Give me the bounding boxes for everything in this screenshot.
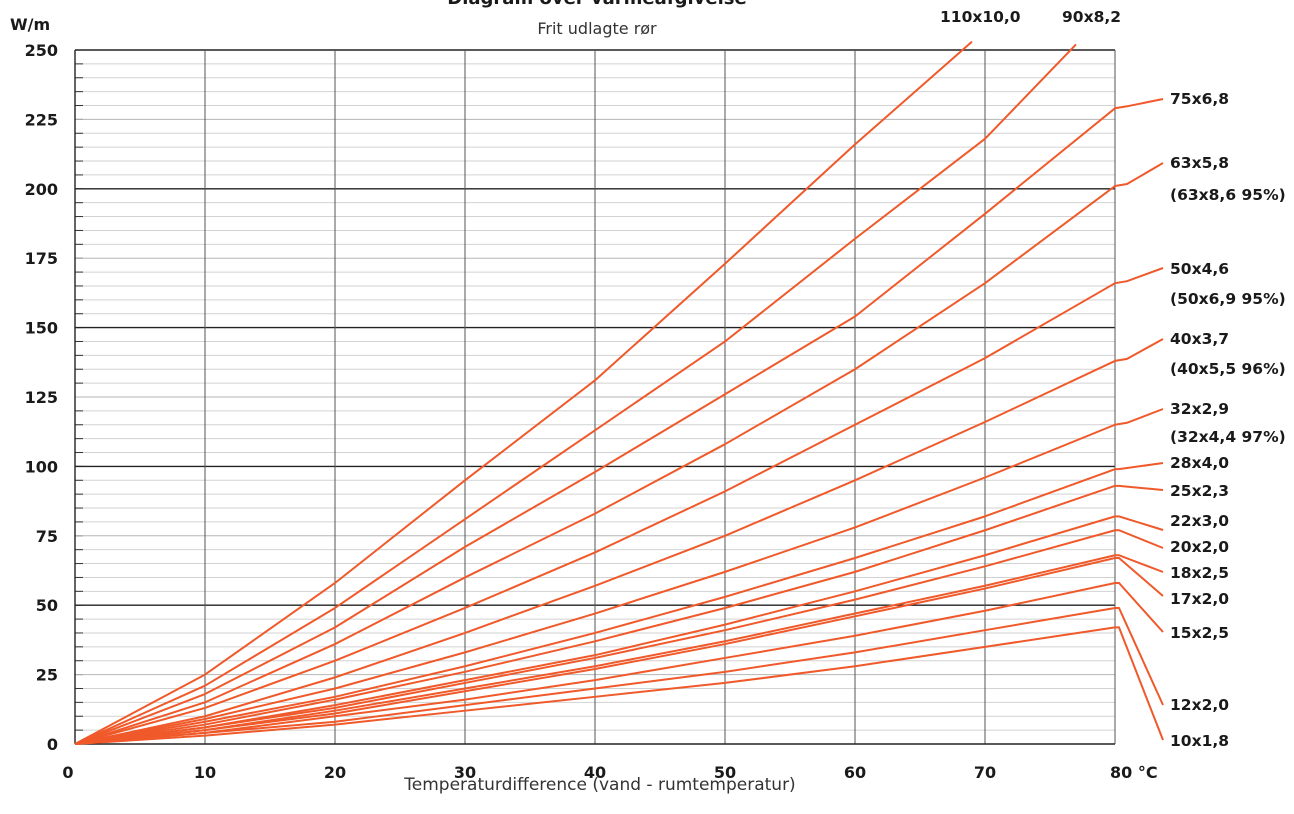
series-leader-line (1115, 554, 1164, 573)
series-leader-line (1114, 162, 1164, 188)
x-tick-label: 10 (194, 763, 216, 782)
x-tick-label: 60 (844, 763, 866, 782)
series-leader-line (1115, 557, 1164, 597)
series-label: 20x2,0 (1170, 538, 1229, 556)
x-tick-label: 70 (974, 763, 996, 782)
series-label: 32x2,9 (1170, 400, 1229, 418)
series-line (74, 484, 1116, 745)
series-leader-line (1115, 626, 1164, 741)
series-label: 28x4,0 (1170, 454, 1229, 472)
y-tick-label: 150 (25, 319, 58, 338)
series-line (74, 423, 1116, 745)
y-tick-label: 175 (25, 249, 58, 268)
series-label: 12x2,0 (1170, 696, 1229, 714)
series-label: 25x2,3 (1170, 482, 1229, 500)
y-tick-label: 75 (36, 527, 58, 546)
y-tick-label: 0 (47, 735, 58, 754)
x-tick-label: 30 (454, 763, 476, 782)
y-tick-label: 100 (25, 457, 58, 476)
series-leader-line (1115, 462, 1164, 471)
axes: 0 25 50 75 100 125 150 175 200 225 250 0 10 20 30 40 50 6… (25, 41, 1115, 782)
series-leader-line (1114, 98, 1164, 110)
x-tick-label: 50 (714, 763, 736, 782)
series-line (74, 107, 1116, 745)
series-label: 110x10,0 (940, 8, 1021, 26)
series-label: 15x2,5 (1170, 624, 1229, 642)
series-leader-line (1114, 338, 1164, 362)
grid (75, 49, 1116, 744)
series-line (74, 282, 1116, 745)
series-label: 75x6,8 (1170, 90, 1229, 108)
x-tick-label: 20 (324, 763, 346, 782)
series-line (74, 557, 1116, 745)
series-line (74, 582, 1116, 745)
series-leader-line (1114, 408, 1164, 426)
series-line (74, 529, 1116, 745)
y-tick-label: 225 (25, 110, 58, 129)
series-line (74, 606, 1116, 745)
series-leader-line (1115, 529, 1164, 549)
series-line (74, 626, 1116, 745)
y-tick-label: 250 (25, 41, 58, 60)
series-line (74, 43, 1077, 745)
y-tick-label: 200 (25, 180, 58, 199)
series-labels: 110x10,0 90x8,2 75x6,8 63x5,8 (63x8,6 95%) 50… (940, 8, 1286, 750)
series-line (74, 185, 1116, 745)
chart-subtitle: Frit udlagte rør (537, 19, 657, 38)
series-label: 63x5,8 (1170, 154, 1229, 172)
y-tick-label: 25 (36, 666, 58, 685)
series-label-extra: (50x6,9 95%) (1170, 290, 1286, 308)
series-lines (74, 40, 1116, 745)
series-label: 50x4,6 (1170, 260, 1229, 278)
series-line (74, 40, 973, 745)
series-label: 22x3,0 (1170, 512, 1229, 530)
series-leader-line (1115, 581, 1164, 633)
x-axis-label: Temperaturdifference (vand - rumtemperat… (403, 775, 795, 795)
series-leader-line (1115, 606, 1164, 706)
y-tick-label: 50 (36, 596, 58, 615)
series-line (74, 360, 1116, 745)
series-leader-line (1115, 515, 1164, 531)
x-tick-label: 40 (584, 763, 606, 782)
series-label: 90x8,2 (1062, 8, 1121, 26)
series-line (74, 468, 1116, 745)
series-label: 17x2,0 (1170, 590, 1229, 608)
series-label: 18x2,5 (1170, 564, 1229, 582)
series-label: 10x1,8 (1170, 732, 1229, 750)
chart-title: Diagram over varmeafgivelse (447, 0, 746, 9)
series-label: 40x3,7 (1170, 330, 1229, 348)
y-axis-label: W/m (10, 15, 50, 34)
series-leader-line (1114, 267, 1164, 285)
series-label-extra: (63x8,6 95%) (1170, 186, 1286, 204)
series-label-extra: (32x4,4 97%) (1170, 428, 1286, 446)
x-axis-unit-label: 80 °C (1110, 763, 1158, 782)
y-tick-label: 125 (25, 388, 58, 407)
series-leader-line (1115, 484, 1164, 491)
series-label-extra: (40x5,5 96%) (1170, 360, 1286, 378)
x-tick-label: 0 (62, 763, 73, 782)
